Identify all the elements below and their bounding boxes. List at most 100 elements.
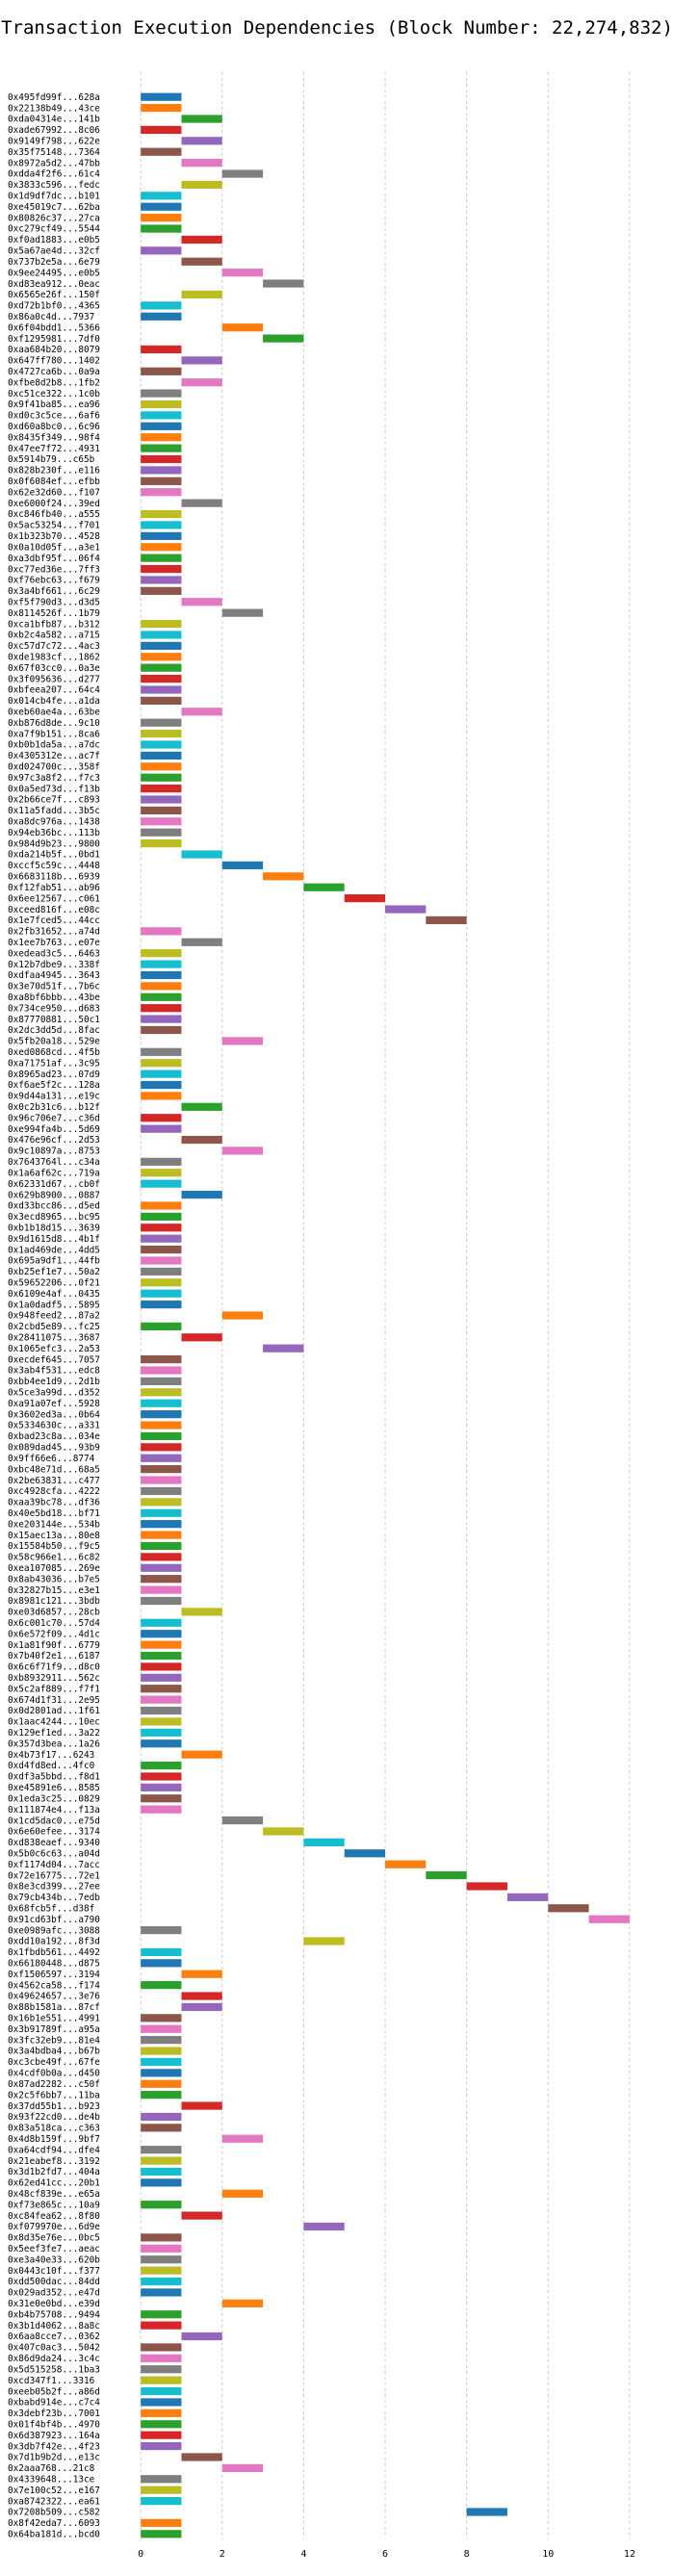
y-tick-label: 0x5ce3a99d...d352	[8, 1388, 100, 1399]
task-bar	[141, 246, 182, 255]
task-bar	[181, 2211, 222, 2220]
task-bar	[141, 1925, 182, 1935]
task-bar	[141, 2321, 182, 2330]
task-bar	[141, 718, 182, 727]
y-tick-label: 0x1a6af62c...719a	[8, 1168, 100, 1178]
y-tick-label: 0xecdef645...7057	[8, 1354, 100, 1365]
task-bar	[141, 2069, 182, 2077]
y-tick-label: 0x86d9da24...3c4c	[8, 2354, 100, 2364]
task-bar	[221, 1311, 264, 1320]
task-bar	[221, 1816, 264, 1825]
y-tick-label: 0xdfaa4945...3643	[8, 970, 100, 981]
task-bar	[141, 751, 182, 760]
y-tick-label: 0x15aec13a...80e8	[8, 1531, 100, 1541]
task-bar	[181, 2331, 222, 2341]
task-bar	[141, 2420, 182, 2429]
y-tick-label: 0xb1b18d15...3639	[8, 1223, 100, 1233]
y-tick-label: 0x15584b50...f9c5	[8, 1541, 100, 1552]
task-bar	[263, 279, 304, 288]
y-tick-label: 0x6109e4af...0435	[8, 1289, 100, 1300]
task-bar	[141, 521, 182, 529]
task-bar	[141, 2343, 182, 2352]
y-tick-label: 0x58c966e1...6c82	[8, 1553, 100, 1563]
y-tick-label: 0x8f42eda7...6093	[8, 2518, 100, 2529]
task-bar	[181, 290, 222, 299]
y-tick-label: 0xdd10a192...8f3d	[8, 1937, 100, 1947]
grid-lines	[140, 72, 631, 2539]
task-bar	[141, 1047, 182, 1056]
y-tick-label: 0xd838eaef...9340	[8, 1838, 100, 1848]
y-tick-label: 0x67f03cc0...0a3e	[8, 663, 100, 674]
y-tick-label: 0xe3a40e33...620b	[8, 2254, 100, 2265]
task-bar	[141, 2124, 182, 2132]
task-bar	[141, 1520, 182, 1529]
task-bar	[181, 1608, 222, 1616]
task-bar	[141, 301, 182, 310]
task-bar	[141, 399, 182, 409]
task-bar	[141, 411, 182, 420]
y-tick-label: 0xea107085...269e	[8, 1563, 100, 1574]
y-tick-label: 0x80826c37...27ca	[8, 213, 100, 223]
y-tick-label: 0xf1506597...3194	[8, 1970, 100, 1980]
task-bar	[221, 2299, 264, 2307]
task-bar	[141, 1685, 182, 1693]
y-tick-label: 0x93f22cd0...de4b	[8, 2112, 100, 2123]
task-bar	[141, 1212, 182, 1221]
y-tick-label: 0x2fb31652...a74d	[8, 927, 100, 938]
y-tick-label: 0xd60a8bc0...6c96	[8, 422, 100, 432]
y-tick-label: 0xc57d7c72...4ac3	[8, 641, 100, 652]
task-bar	[181, 708, 222, 716]
y-tick-label: 0x2c5f6bb7...11ba	[8, 2090, 100, 2100]
y-tick-label: 0x5b0c6c63...a04d	[8, 1848, 100, 1859]
y-tick-label: 0x4727ca6b...0a9a	[8, 367, 100, 377]
y-tick-label: 0x1d9df7dc...b101	[8, 192, 100, 202]
task-bar	[141, 696, 182, 706]
task-bar	[141, 1366, 182, 1375]
task-bar	[141, 1476, 182, 1484]
y-tick-label: 0x62331d67...cb0f	[8, 1179, 100, 1190]
y-tick-label: 0x3a4bf661...6c29	[8, 586, 100, 597]
y-tick-label: 0x0a10d05f...a3e1	[8, 542, 100, 553]
task-bar	[506, 1893, 549, 1901]
y-tick-label: 0xdf3a5bbd...f8d1	[8, 1772, 100, 1783]
task-bar	[141, 214, 182, 222]
y-tick-label: 0xf1295981...7df0	[8, 334, 100, 345]
task-bar	[141, 2255, 182, 2264]
task-bar	[181, 356, 222, 365]
y-tick-label: 0x22138b49...43ce	[8, 103, 100, 114]
task-bar	[141, 1059, 182, 1068]
y-tick-label: 0x5334630c...a331	[8, 1421, 100, 1431]
task-bar	[141, 2376, 182, 2384]
y-tick-label: 0xf0ad1883...e0b5	[8, 235, 100, 245]
task-bar	[141, 2014, 182, 2022]
task-bar	[181, 598, 222, 606]
y-tick-label: 0xccf5c59c...4448	[8, 861, 100, 871]
y-tick-label: 0x3b1d4062...8a8c	[8, 2321, 100, 2331]
task-bar	[141, 2486, 182, 2494]
y-tick-label: 0x014cb4fe...a1da	[8, 696, 100, 707]
y-tick-label: 0xd33bcc86...d5ed	[8, 1201, 100, 1212]
y-tick-label: 0xb8932911...562c	[8, 1673, 100, 1684]
y-tick-label: 0xb0b1da5a...a7dc	[8, 740, 100, 751]
y-tick-label: 0xbb4ee1d9...2d1b	[8, 1377, 100, 1387]
task-bar	[141, 839, 182, 848]
task-bar	[141, 1959, 182, 1968]
y-tick-label: 0x984d9b23...9800	[8, 838, 100, 849]
task-bar	[141, 674, 182, 683]
y-tick-label: 0x1ee7b763...e07e	[8, 938, 100, 948]
y-tick-label: 0xb876d8de...9c10	[8, 718, 100, 729]
y-tick-label: 0xde1983cf...1862	[8, 652, 100, 662]
task-bar	[181, 137, 222, 145]
y-tick-label: 0xade67992...8c06	[8, 125, 100, 136]
task-bar	[141, 1443, 182, 1452]
x-tick-label: 6	[382, 2549, 388, 2560]
y-tick-label: 0x62ed41cc...20b1	[8, 2178, 100, 2189]
y-tick-label: 0x111874e4...f13a	[8, 1805, 100, 1816]
task-bar	[221, 608, 264, 617]
y-tick-label: 0xf6ae5f2c...128a	[8, 1080, 100, 1091]
x-tick-label: 4	[300, 2549, 306, 2560]
task-bar	[344, 894, 385, 903]
task-bar	[141, 509, 182, 519]
y-tick-label: 0xd83ea912...0eac	[8, 279, 100, 290]
y-tick-label: 0x1e7fced5...44cc	[8, 915, 100, 926]
